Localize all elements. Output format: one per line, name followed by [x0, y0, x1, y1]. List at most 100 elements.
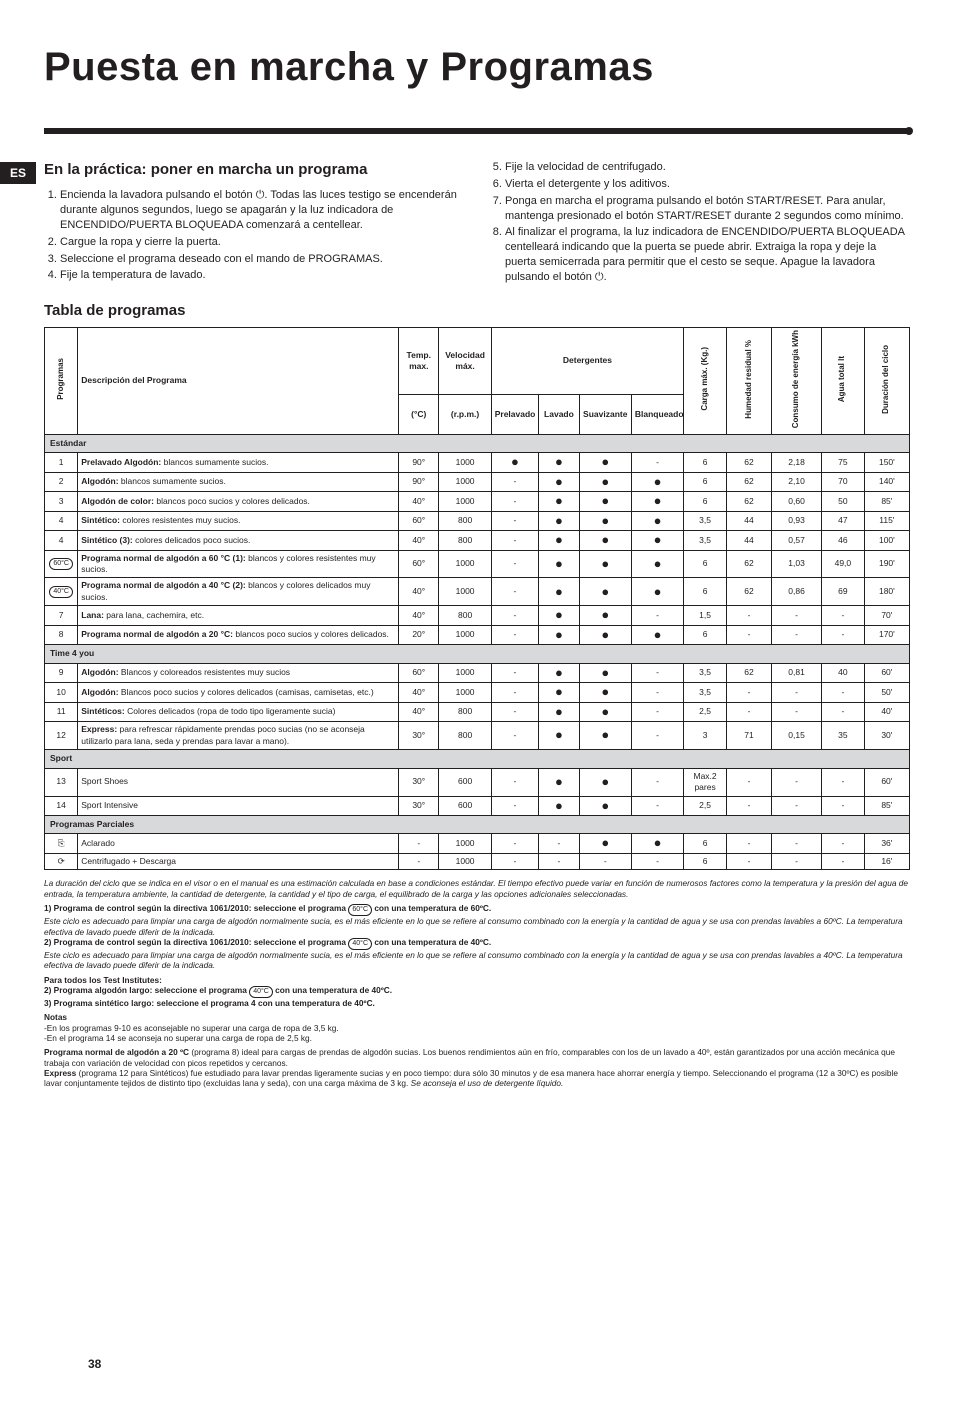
- duration-note: La duración del ciclo que se indica en e…: [44, 878, 908, 898]
- nota2: -En el programa 14 se aconseja no supera…: [44, 1033, 312, 1043]
- table-cell: 3: [684, 722, 727, 750]
- col-vel-bot: (r.p.m.): [439, 395, 491, 435]
- intro-columns: En la práctica: poner en marcha un progr…: [44, 160, 910, 287]
- desc-cell: Algodón: Blancos poco sucios y colores d…: [78, 683, 399, 702]
- test-heading: Para todos los Test Institutes:: [44, 975, 162, 985]
- table-cell: 36': [864, 834, 909, 853]
- table-cell: -: [491, 606, 539, 625]
- col-duracion: Duración del ciclo: [882, 345, 891, 414]
- table-cell: -: [821, 683, 864, 702]
- ctrl2-title: 2) Programa de control según la directiv…: [44, 937, 346, 947]
- express-heading: Express: [44, 1068, 76, 1078]
- table-row: 3Algodón de color: blancos poco sucios y…: [45, 492, 910, 511]
- table-cell: 60°: [399, 550, 439, 578]
- left-heading: En la práctica: poner en marcha un progr…: [44, 160, 465, 180]
- divider-rule: [44, 128, 910, 134]
- table-cell: 75: [821, 453, 864, 472]
- table-cell: ●: [579, 663, 631, 682]
- table-cell: ●: [631, 578, 683, 606]
- table-cell: ●: [539, 472, 579, 491]
- table-cell: 6: [684, 453, 727, 472]
- table-cell: 44: [726, 531, 771, 550]
- table-cell: 0,15: [772, 722, 822, 750]
- step: Seleccione el programa deseado con el ma…: [60, 252, 465, 267]
- table-cell: ●: [539, 768, 579, 796]
- prog-cell: 60°C: [45, 550, 78, 578]
- table-cell: -: [726, 625, 771, 644]
- table-cell: 6: [684, 492, 727, 511]
- table-cell: -: [631, 453, 683, 472]
- table-cell: -: [772, 683, 822, 702]
- col-programas: Programas: [57, 358, 66, 400]
- table-cell: 40°: [399, 683, 439, 702]
- table-cell: ●: [579, 531, 631, 550]
- table-cell: -: [491, 853, 539, 869]
- col-agua: Agua total lt: [838, 356, 847, 402]
- table-cell: 60': [864, 768, 909, 796]
- table-cell: -: [491, 578, 539, 606]
- table-cell: -: [539, 834, 579, 853]
- table-cell: ●: [539, 511, 579, 530]
- table-cell: -: [631, 683, 683, 702]
- table-cell: 6: [684, 472, 727, 491]
- table-cell: ●: [539, 796, 579, 815]
- page-number: 38: [88, 1356, 101, 1372]
- test3: 3) Programa sintético largo: seleccione …: [44, 998, 375, 1008]
- col-blanqueador: Blanqueador: [631, 395, 683, 435]
- table-cell: 2,18: [772, 453, 822, 472]
- table-cell: 35: [821, 722, 864, 750]
- table-row: 10Algodón: Blancos poco sucios y colores…: [45, 683, 910, 702]
- table-cell: 600: [439, 768, 491, 796]
- p20-heading: Programa normal de algodón a 20 ºC: [44, 1047, 189, 1057]
- table-cell: 1,03: [772, 550, 822, 578]
- table-row: 7Lana: para lana, cachemira, etc.40°800-…: [45, 606, 910, 625]
- table-cell: 6: [684, 625, 727, 644]
- step: Fije la temperatura de lavado.: [60, 268, 465, 283]
- desc-cell: Sintético: colores resistentes muy sucio…: [78, 511, 399, 530]
- table-cell: 50': [864, 683, 909, 702]
- table-cell: 2,5: [684, 796, 727, 815]
- table-cell: 70: [821, 472, 864, 491]
- table-cell: Max.2 pares: [684, 768, 727, 796]
- table-cell: 62: [726, 550, 771, 578]
- table-row: 40°CPrograma normal de algodón a 40 °C (…: [45, 578, 910, 606]
- table-cell: -: [726, 853, 771, 869]
- table-cell: 1,5: [684, 606, 727, 625]
- col-carga: Carga máx. (Kg.): [701, 347, 710, 411]
- table-cell: 62: [726, 663, 771, 682]
- prog-cell: ⟳: [45, 853, 78, 869]
- table-cell: -: [631, 606, 683, 625]
- table-cell: 1000: [439, 453, 491, 472]
- col-temp-top: Temp. max.: [399, 328, 439, 395]
- desc-cell: Sport Intensive: [78, 796, 399, 815]
- table-cell: 3,5: [684, 683, 727, 702]
- table-cell: ●: [631, 834, 683, 853]
- table-cell: 800: [439, 531, 491, 550]
- table-cell: ●: [631, 625, 683, 644]
- table-cell: -: [491, 768, 539, 796]
- table-cell: ●: [539, 492, 579, 511]
- table-cell: ●: [579, 834, 631, 853]
- table-cell: 3,5: [684, 531, 727, 550]
- table-cell: 1000: [439, 663, 491, 682]
- table-cell: ●: [579, 796, 631, 815]
- desc-cell: Sintético (3): colores delicados poco su…: [78, 531, 399, 550]
- table-cell: 50: [821, 492, 864, 511]
- table-cell: 3,5: [684, 511, 727, 530]
- table-cell: -: [821, 834, 864, 853]
- table-cell: 3,5: [684, 663, 727, 682]
- table-cell: -: [821, 853, 864, 869]
- table-cell: ●: [539, 683, 579, 702]
- table-cell: 1000: [439, 492, 491, 511]
- table-cell: -: [579, 853, 631, 869]
- table-cell: -: [539, 853, 579, 869]
- col-desc: Descripción del Programa: [78, 328, 399, 435]
- col-prelavado: Prelavado: [491, 395, 539, 435]
- prog-cell: 10: [45, 683, 78, 702]
- table-cell: 0,81: [772, 663, 822, 682]
- table-cell: -: [491, 834, 539, 853]
- table-cell: ●: [539, 606, 579, 625]
- ctrl1-mid: con una temperatura de 60ºC.: [374, 903, 491, 913]
- table-cell: -: [491, 472, 539, 491]
- table-cell: 20°: [399, 625, 439, 644]
